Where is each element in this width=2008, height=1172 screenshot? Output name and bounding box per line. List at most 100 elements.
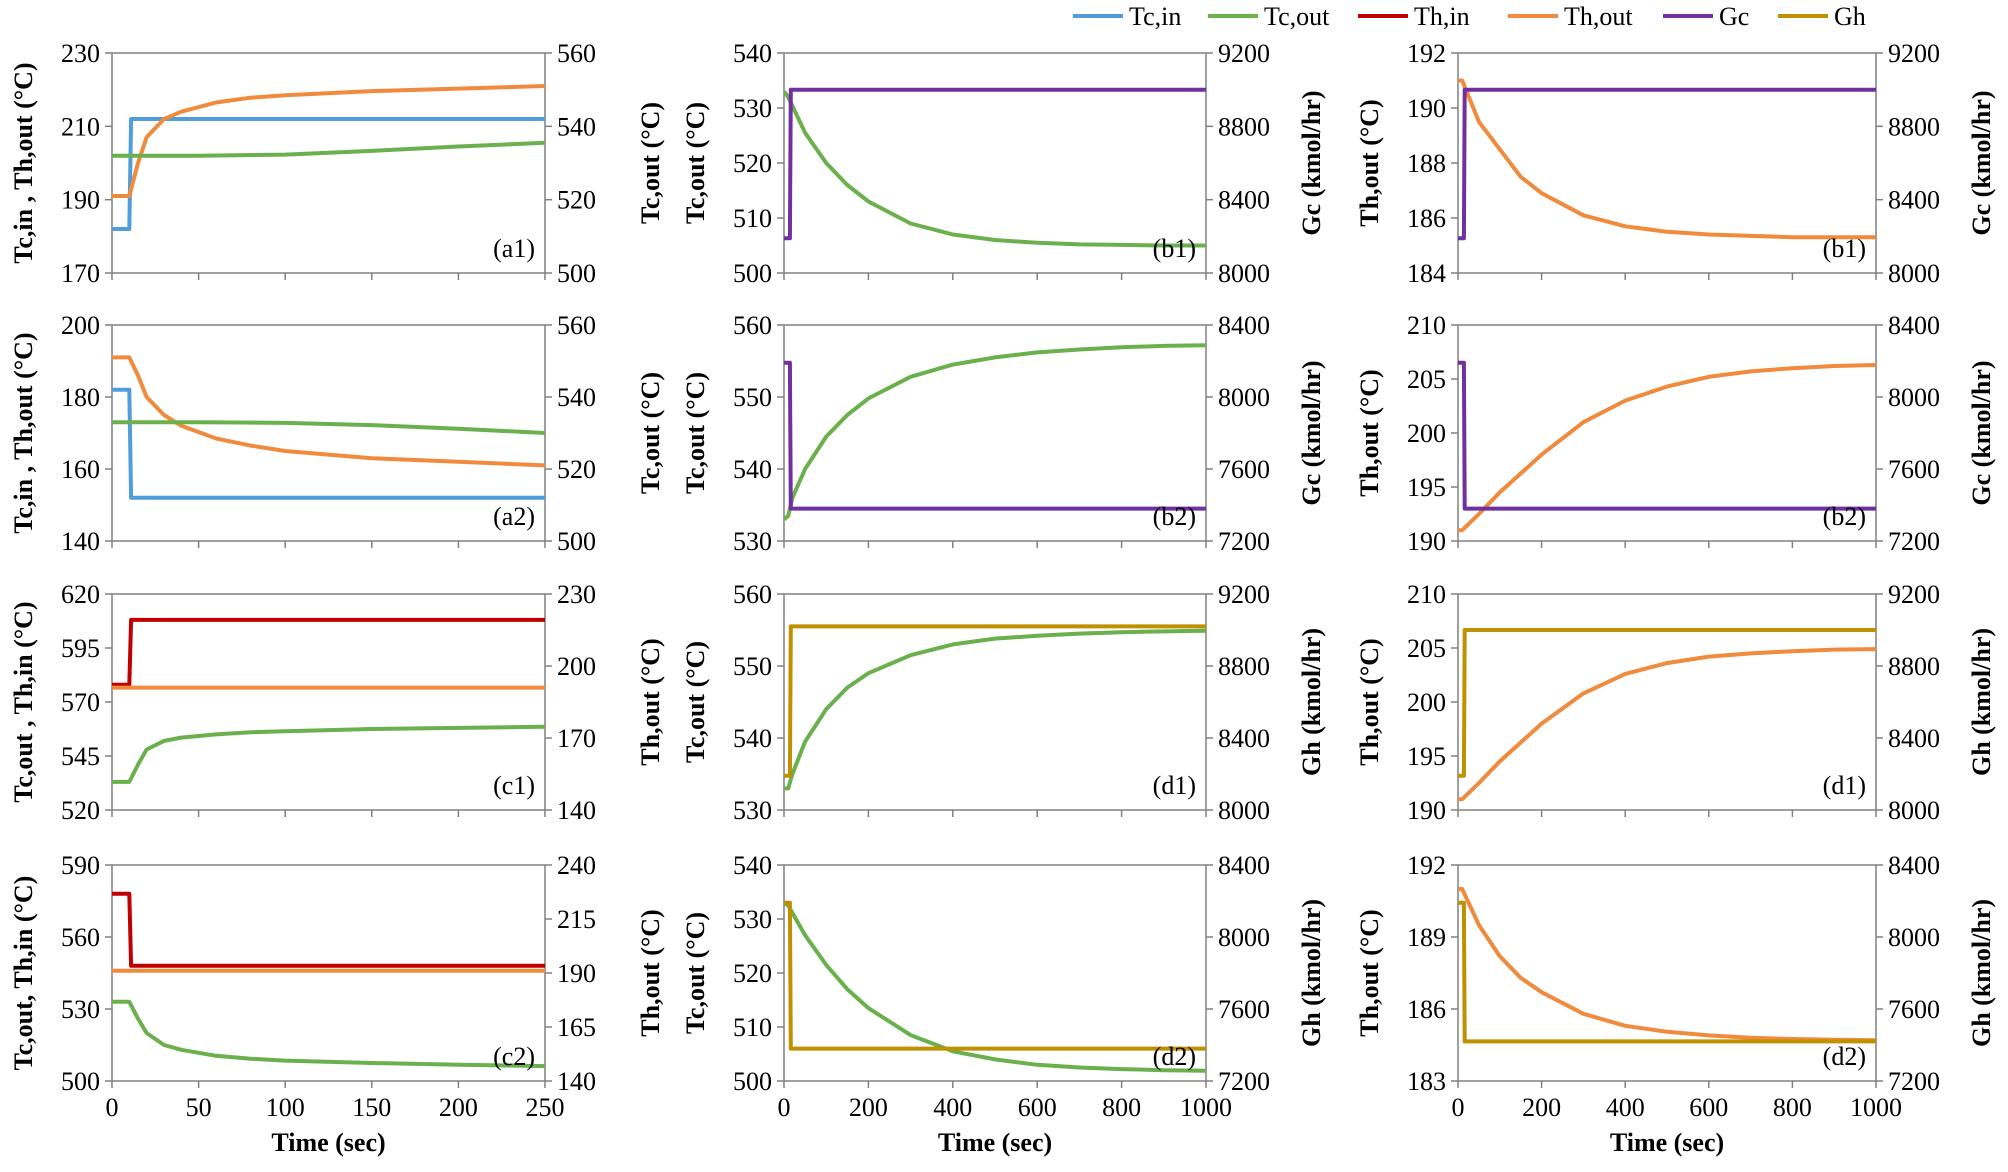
right-tick-label: 8000: [1888, 796, 1940, 825]
series-line-Tc_out: [784, 343, 1206, 521]
left-tick-label: 510: [733, 204, 772, 233]
left-tick-label: 200: [1407, 419, 1446, 448]
panel-tag: (a1): [493, 234, 535, 263]
legend: Tc,in Tc,out Th,in Th,out Gc Gh: [1073, 2, 1866, 31]
right-tick-label: 8000: [1888, 383, 1940, 412]
right-tick-label: 560: [557, 39, 596, 68]
left-tick-label: 190: [1407, 527, 1446, 556]
left-tick-label: 190: [1407, 94, 1446, 123]
x-tick-label: 100: [266, 1093, 305, 1122]
panel-d1a: 530 540 550 560 8000 8400 8800 9200 Tc,out (°C) G…: [681, 580, 1326, 825]
left-tick-label: 500: [733, 1067, 772, 1096]
left-tick-label: 520: [733, 959, 772, 988]
series-line-Th_in: [112, 617, 545, 687]
left-tick-label: 195: [1407, 473, 1446, 502]
left-tick-label: 180: [61, 383, 100, 412]
y-axis-label-left: Tc,out (°C): [681, 641, 710, 763]
right-tick-label: 8000: [1218, 259, 1270, 288]
right-tick-label: 8800: [1888, 652, 1940, 681]
panel-b2b: 190 195 200 205 210 7200 7600 8000 8400 Th,out (°…: [1355, 311, 1996, 556]
right-tick-label: 7600: [1888, 995, 1940, 1024]
right-tick-label: 7200: [1888, 1067, 1940, 1096]
right-tick-label: 520: [557, 455, 596, 484]
left-tick-label: 540: [733, 851, 772, 880]
series-line-Th_out: [1458, 78, 1876, 240]
left-tick-label: 595: [61, 634, 100, 663]
left-tick-label: 210: [1407, 580, 1446, 609]
right-tick-label: 7600: [1218, 455, 1270, 484]
left-tick-label: 540: [733, 724, 772, 753]
left-tick-label: 200: [61, 311, 100, 340]
panel-a1: 170 190 210 230 500 520 540 560 Tc,in , Th,out (…: [9, 39, 665, 288]
series-line-Th_out: [112, 355, 545, 468]
right-tick-label: 9200: [1888, 580, 1940, 609]
y-axis-label-right: Th,out (°C): [636, 909, 665, 1036]
left-tick-label: 530: [733, 905, 772, 934]
panel-tag: (c1): [493, 771, 535, 800]
right-tick-label: 7600: [1218, 995, 1270, 1024]
y-axis-label-right: Gc (kmol/hr): [1297, 360, 1326, 505]
y-axis-label-left: Th,out (°C): [1355, 909, 1384, 1036]
x-tick-label: 200: [439, 1093, 478, 1122]
x-axis-label: Time (sec): [938, 1128, 1052, 1157]
y-axis-label-right: Gc (kmol/hr): [1297, 90, 1326, 235]
left-tick-label: 205: [1407, 634, 1446, 663]
panel-b1b: 184 186 188 190 192 8000 8400 8800 9200 Th,out (°…: [1355, 39, 1996, 288]
left-tick-label: 560: [733, 311, 772, 340]
right-tick-label: 8400: [1888, 311, 1940, 340]
right-tick-label: 500: [557, 527, 596, 556]
series-line-Gh: [784, 624, 1206, 778]
plot-frame: [111, 593, 546, 811]
right-tick-label: 230: [557, 580, 596, 609]
right-tick-label: 8400: [1218, 851, 1270, 880]
right-tick-label: 8400: [1218, 186, 1270, 215]
panel-tag: (d2): [1823, 1042, 1866, 1071]
series-line-Tc_out: [784, 901, 1206, 1073]
series-line-Tc_in: [112, 117, 545, 231]
x-tick-label: 1000: [1180, 1093, 1232, 1122]
plot-frame: [783, 324, 1207, 542]
left-tick-label: 500: [61, 1067, 100, 1096]
panel-b1a: 500 510 520 530 540 8000 8400 8800 9200 Tc,out (°…: [681, 39, 1326, 288]
plot-frame: [1457, 593, 1877, 811]
left-tick-label: 560: [61, 923, 100, 952]
y-axis-label-right: Gc (kmol/hr): [1967, 90, 1996, 235]
right-tick-label: 8400: [1888, 851, 1940, 880]
series-line-Gc: [1458, 360, 1876, 511]
right-tick-label: 8000: [1888, 259, 1940, 288]
panel-b2a: 530 540 550 560 7200 7600 8000 8400 Tc,out (°C) G…: [681, 311, 1326, 556]
right-tick-label: 8000: [1218, 923, 1270, 952]
x-tick-label: 600: [1018, 1093, 1057, 1122]
left-tick-label: 160: [61, 455, 100, 484]
x-tick-label: 400: [933, 1093, 972, 1122]
x-tick-label: 0: [778, 1093, 791, 1122]
y-axis-label-right: Gh (kmol/hr): [1967, 899, 1996, 1047]
right-tick-label: 8000: [1888, 923, 1940, 952]
left-tick-label: 190: [61, 186, 100, 215]
right-tick-label: 8400: [1218, 311, 1270, 340]
right-tick-label: 8800: [1888, 112, 1940, 141]
x-tick-label: 800: [1773, 1093, 1812, 1122]
x-tick-label: 200: [1522, 1093, 1561, 1122]
series-line-Th_out: [1458, 363, 1876, 533]
right-tick-label: 8800: [1218, 112, 1270, 141]
left-tick-label: 188: [1407, 149, 1446, 178]
right-tick-label: 7200: [1218, 1067, 1270, 1096]
right-tick-label: 165: [557, 1013, 596, 1042]
left-tick-label: 190: [1407, 796, 1446, 825]
left-tick-label: 195: [1407, 742, 1446, 771]
left-tick-label: 210: [61, 112, 100, 141]
right-tick-label: 8000: [1218, 796, 1270, 825]
right-tick-label: 540: [557, 112, 596, 141]
left-tick-label: 186: [1407, 995, 1446, 1024]
left-tick-label: 170: [61, 259, 100, 288]
y-axis-label-left: Th,out (°C): [1355, 99, 1384, 226]
y-axis-label-left: Tc,out (°C): [681, 912, 710, 1034]
left-tick-label: 550: [733, 383, 772, 412]
right-tick-label: 500: [557, 259, 596, 288]
left-tick-label: 189: [1407, 923, 1446, 952]
plot-frame: [1457, 52, 1877, 274]
x-tick-label: 400: [1606, 1093, 1645, 1122]
right-tick-label: 170: [557, 724, 596, 753]
y-axis-label-right: Tc,out (°C): [636, 372, 665, 494]
